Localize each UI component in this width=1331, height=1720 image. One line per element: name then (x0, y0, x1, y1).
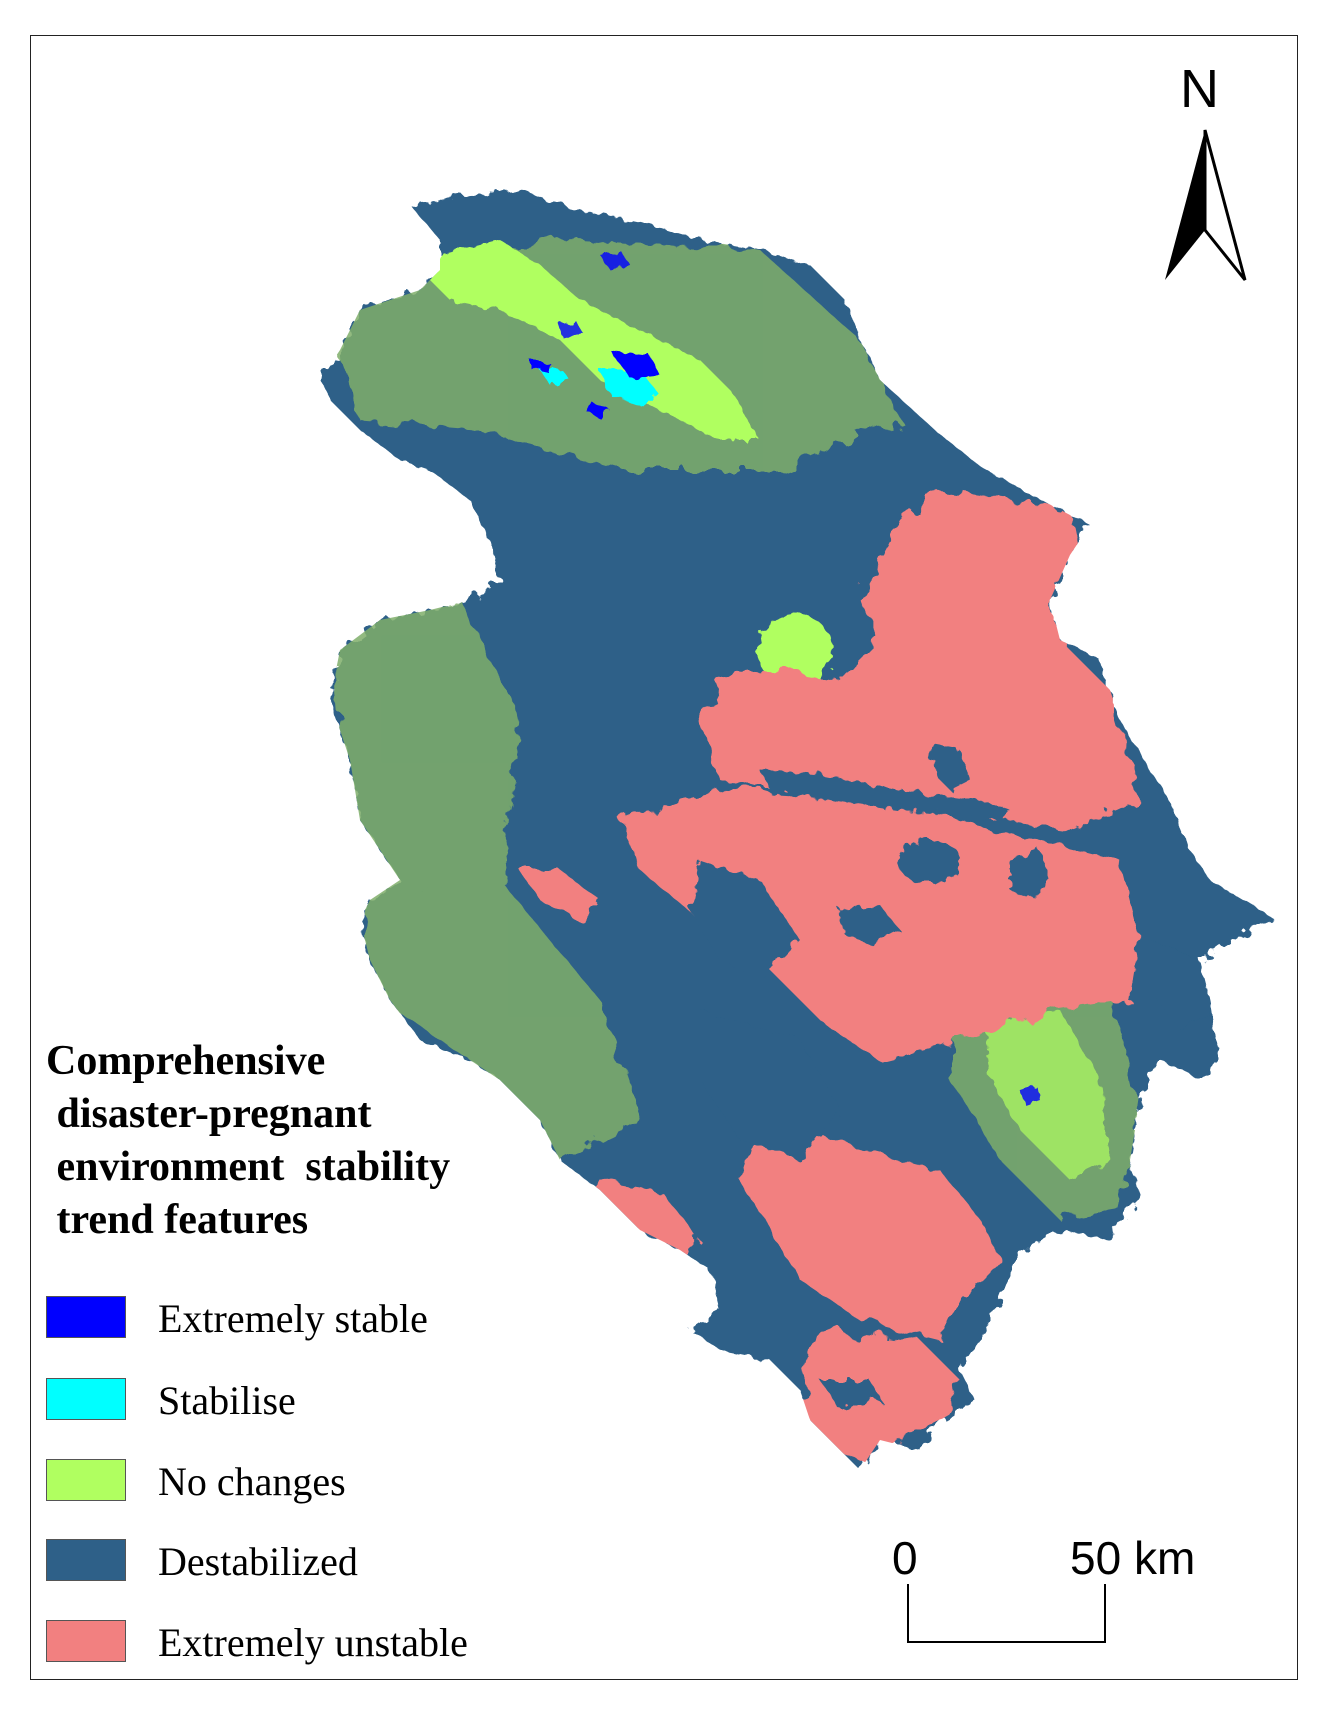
stable-zones (530, 250, 1040, 1105)
destabilized-inclusions (690, 745, 1210, 1410)
north-arrow-icon (1165, 129, 1247, 281)
legend-swatch (46, 1296, 126, 1338)
no-changes-zones (430, 240, 1110, 1180)
study-region (320, 190, 1275, 1470)
legend-label: No changes (158, 1459, 346, 1504)
scale-bar (907, 1584, 1106, 1643)
legend-swatch (46, 1378, 126, 1420)
legend-swatch (46, 1620, 126, 1662)
legend-swatch (46, 1539, 126, 1581)
legend-label: Extremely unstable (158, 1620, 468, 1665)
legend-label: Extremely stable (158, 1296, 428, 1341)
scale-end-label: 50 km (1070, 1532, 1196, 1584)
legend-label: Stabilise (158, 1378, 296, 1423)
legend-title: Comprehensive disaster-pregnant environm… (46, 1038, 451, 1243)
legend-swatch (46, 1459, 126, 1501)
north-label: N (1180, 59, 1219, 119)
region-overlays (320, 240, 1210, 1460)
legend-label: Destabilized (158, 1539, 358, 1584)
scale-start-label: 0 (892, 1532, 918, 1584)
